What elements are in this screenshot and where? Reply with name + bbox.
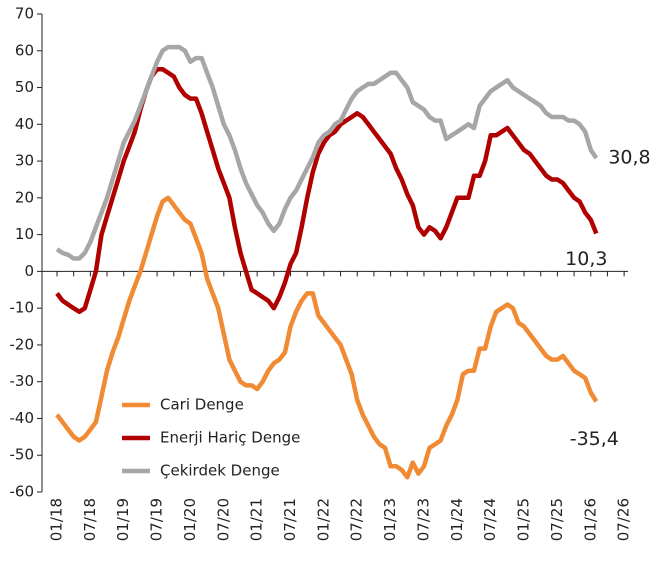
data-label: 10,3 bbox=[565, 248, 607, 270]
x-tick-label: 07/20 bbox=[214, 498, 232, 541]
y-tick-label: 0 bbox=[24, 262, 34, 280]
y-tick-label: 20 bbox=[15, 188, 34, 206]
x-tick-label: 07/18 bbox=[81, 498, 99, 541]
x-tick-label: 01/25 bbox=[515, 498, 533, 541]
x-tick-label: 01/22 bbox=[314, 498, 332, 541]
series-line bbox=[55, 44, 599, 261]
series-line bbox=[55, 195, 599, 480]
y-tick-label: -10 bbox=[10, 299, 35, 317]
data-label: 30,8 bbox=[608, 147, 650, 169]
y-tick-label: -50 bbox=[10, 446, 35, 464]
x-tick-label: 01/18 bbox=[48, 498, 66, 541]
x-tick-label: 07/23 bbox=[414, 498, 432, 541]
y-tick-label: 50 bbox=[15, 78, 34, 96]
x-tick-label: 07/26 bbox=[615, 498, 633, 541]
y-tick-label: 10 bbox=[15, 225, 34, 243]
y-tick-label: -30 bbox=[10, 372, 35, 390]
x-tick-label: 01/21 bbox=[248, 498, 266, 541]
y-tick-label: 30 bbox=[15, 152, 34, 170]
x-tick-label: 01/23 bbox=[381, 498, 399, 541]
y-tick-label: -40 bbox=[10, 409, 35, 427]
x-tick-label: 07/24 bbox=[481, 498, 499, 541]
y-tick-label: -60 bbox=[10, 483, 35, 501]
x-tick-label: 01/20 bbox=[181, 498, 199, 541]
x-tick-label: 07/19 bbox=[148, 498, 166, 541]
x-tick-label: 07/21 bbox=[281, 498, 299, 541]
x-tick-label: 01/19 bbox=[114, 498, 132, 541]
x-tick-label: 01/26 bbox=[581, 498, 599, 541]
legend-label: Enerji Hariç Denge bbox=[160, 429, 300, 447]
x-tick-label: 07/22 bbox=[348, 498, 366, 541]
legend-label: Cari Denge bbox=[160, 396, 244, 414]
y-tick-label: 40 bbox=[15, 115, 34, 133]
data-label: -35,4 bbox=[570, 428, 619, 450]
x-tick-label: 07/25 bbox=[548, 498, 566, 541]
y-tick-label: 60 bbox=[15, 41, 34, 59]
y-tick-label: 70 bbox=[15, 5, 34, 23]
y-tick-label: -20 bbox=[10, 335, 35, 353]
legend-label: Çekirdek Denge bbox=[160, 462, 280, 480]
x-tick-label: 01/24 bbox=[448, 498, 466, 541]
